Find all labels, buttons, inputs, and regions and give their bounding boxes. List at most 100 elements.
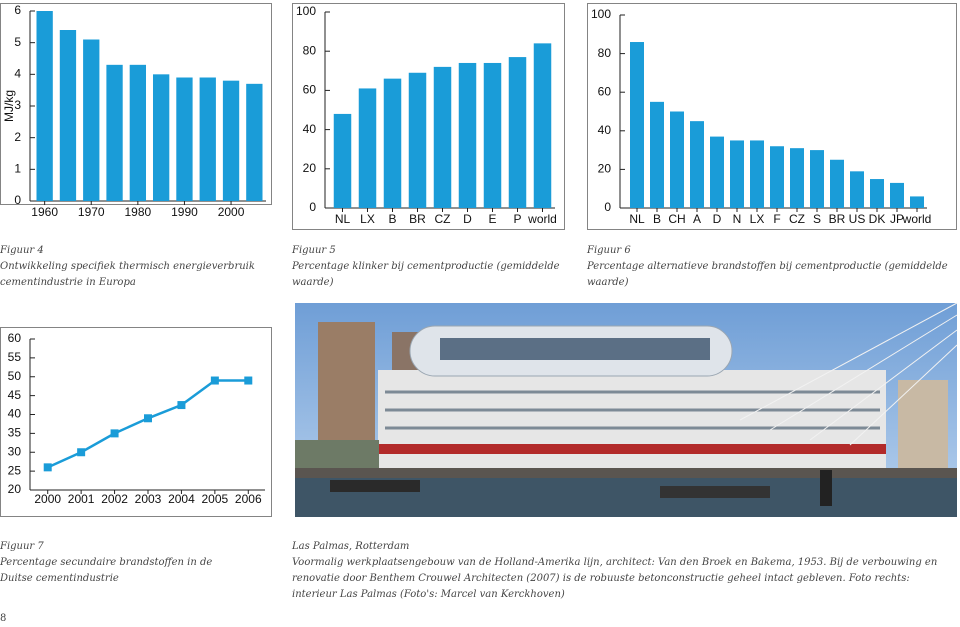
marker (210, 376, 219, 385)
bar (830, 159, 844, 208)
y-tick-label: 80 (598, 46, 612, 60)
y-tick-label: 55 (8, 350, 22, 364)
photo-text: Voormalig werkplaatsengebouw van de Holl… (292, 557, 938, 600)
bar (730, 140, 744, 208)
photo-boat (660, 486, 770, 498)
photo-quay (295, 468, 957, 480)
x-tick-label: 1980 (124, 205, 151, 219)
y-tick-label: 40 (303, 122, 317, 136)
marker (177, 401, 186, 410)
x-tick-label: B (388, 212, 396, 226)
marker (144, 414, 152, 423)
marker (77, 448, 86, 457)
bar (533, 43, 552, 208)
bar (790, 148, 804, 208)
y-tick-label: 60 (303, 83, 317, 97)
bar (106, 64, 123, 201)
figure-caption: Percentage secundaire brandstoffen in de… (0, 557, 213, 584)
photo (295, 302, 958, 517)
bar (710, 136, 724, 208)
y-tick-label: 50 (8, 369, 22, 383)
bar (433, 66, 452, 208)
y-tick-label: 40 (8, 407, 22, 421)
marker (244, 376, 253, 385)
bar (152, 74, 170, 201)
y-tick-label: 3 (14, 98, 21, 112)
bar (176, 77, 193, 201)
bar (383, 78, 402, 208)
x-tick-label: 1970 (78, 205, 105, 219)
x-tick-label: 1990 (171, 205, 198, 219)
y-tick-label: 20 (8, 482, 22, 496)
x-tick-label: P (513, 212, 521, 226)
y-tick-label: 1 (14, 162, 21, 176)
caption: Figuur 6 Percentage alternatieve brandst… (587, 243, 957, 291)
page-number: 8 (0, 613, 7, 624)
photo-boat (330, 480, 420, 492)
photo-red-band (378, 444, 886, 454)
figure-caption: Ontwikkeling specifiek thermisch energie… (0, 261, 255, 288)
bar (458, 62, 477, 209)
x-tick-label: F (773, 212, 780, 226)
figure-number: Figuur 7 (0, 541, 44, 552)
y-axis-label: MJ/kg (2, 90, 16, 122)
x-tick-label: BR (409, 212, 426, 226)
x-tick-label: BR (829, 212, 846, 226)
caption: Figuur 7 Percentage secundaire brandstof… (0, 539, 240, 587)
bar (750, 140, 764, 208)
x-tick-label: 2000 (218, 205, 245, 219)
bar (890, 182, 904, 208)
photo-buoy (820, 470, 832, 506)
chart-frame (587, 3, 957, 230)
x-tick-label: 2000 (34, 492, 61, 506)
x-tick-label: US (849, 212, 866, 226)
chart-frame (292, 3, 565, 230)
y-tick-label: 0 (309, 200, 316, 214)
bar (222, 80, 240, 201)
figure-number: Figuur 4 (0, 245, 44, 256)
x-tick-label: CH (668, 212, 685, 226)
y-tick-label: 20 (598, 162, 612, 176)
figure-number: Figuur 6 (587, 245, 631, 256)
y-tick-label: 40 (598, 123, 612, 137)
y-tick-label: 2 (14, 130, 21, 144)
y-tick-label: 20 (303, 161, 317, 175)
y-tick-label: 100 (296, 4, 316, 18)
x-tick-label: DK (869, 212, 886, 226)
x-tick-label: 2004 (168, 492, 195, 506)
x-tick-label: LX (750, 212, 765, 226)
y-tick-label: 5 (14, 35, 21, 49)
bar (83, 39, 100, 201)
bar (810, 150, 824, 208)
y-tick-label: 30 (8, 444, 22, 458)
bar (630, 42, 644, 208)
y-tick-label: 6 (14, 3, 21, 17)
marker (110, 429, 119, 438)
chart: 0 1 2 3 4 5 6 MJ/kg 1960 1970 1980 1990 2000 (0, 3, 272, 219)
y-tick-label: 45 (8, 388, 22, 402)
x-tick-label: world (527, 212, 557, 226)
chart: 20 25 30 35 40 45 50 55 60 2000 2001 2002 2003 2004 20… (0, 327, 272, 517)
y-tick-label: 100 (591, 7, 611, 21)
chart-frame (0, 3, 272, 205)
x-tick-label: B (653, 212, 661, 226)
photo-title: Las Palmas, Rotterdam (292, 541, 410, 552)
y-tick-label: 0 (604, 200, 611, 214)
x-tick-label: JP (890, 212, 904, 226)
x-tick-label: CZ (435, 212, 451, 226)
x-tick-label: 1960 (31, 205, 58, 219)
bar (483, 62, 502, 209)
bar (59, 30, 77, 201)
figure-caption: Percentage klinker bij cementproductie (… (292, 261, 560, 288)
x-tick-label: world (902, 212, 932, 226)
x-tick-label: NL (629, 212, 645, 226)
photo-caption: Las Palmas, Rotterdam Voormalig werkplaa… (292, 539, 952, 603)
x-tick-label: N (733, 212, 742, 226)
x-tick-label: D (463, 212, 472, 226)
bar (408, 72, 427, 208)
x-tick-label: 2003 (135, 492, 162, 506)
photo-windows (385, 390, 880, 430)
y-tick-label: 80 (303, 43, 317, 57)
